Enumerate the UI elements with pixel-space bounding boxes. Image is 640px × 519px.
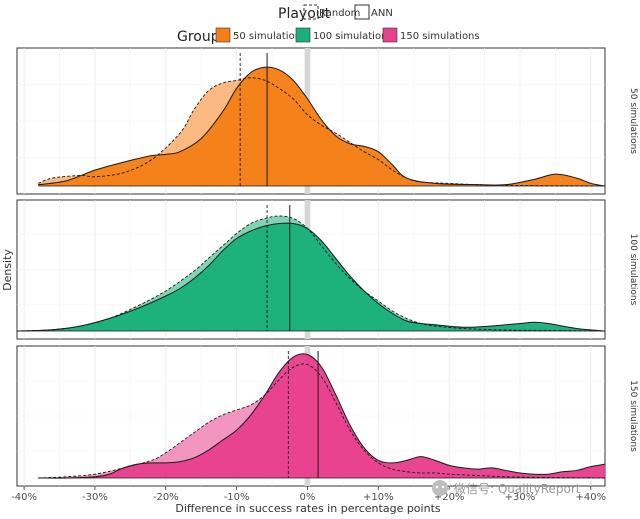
x-tick-label: 0% (300, 492, 316, 503)
watermark: 微信号: QualityReport (432, 480, 581, 496)
panel-100-simulations (16, 199, 606, 340)
x-tick-label: +40% (576, 492, 607, 503)
x-tick-label: +30% (505, 492, 536, 503)
x-tick-label: -40% (11, 492, 37, 503)
density-ann-area (38, 353, 605, 479)
x-tick-label: -10% (224, 492, 250, 503)
legend-ann-label: ANN (371, 8, 393, 19)
x-tick-label: -30% (82, 492, 108, 503)
strip-label-50: 50 simulations (628, 88, 638, 154)
legend-group-title: Group (177, 29, 220, 45)
legend: Playout Random ANN Group 50 simulations … (177, 4, 480, 45)
watermark-text: 微信号: QualityReport (454, 482, 581, 496)
legend-label-100: 100 simulations (313, 31, 393, 42)
strip-label-150: 150 simulations (628, 380, 638, 452)
x-axis-title: Difference in success rates in percentag… (175, 502, 441, 515)
density-ann-line (38, 353, 606, 479)
legend-label-50: 50 simulations (233, 31, 306, 42)
x-tick-label: +20% (434, 492, 465, 503)
density-random-line (16, 215, 606, 332)
legend-swatch-100 (295, 27, 311, 43)
y-axis-title: Density (1, 249, 14, 291)
density-random-line (38, 363, 606, 479)
legend-label-150: 150 simulations (400, 31, 480, 42)
strip-label-100: 100 simulations (628, 234, 638, 306)
density-ann-line (38, 66, 606, 187)
legend-ann-key (354, 4, 370, 20)
density-ann-area (38, 67, 605, 186)
panel-50-simulations (16, 47, 606, 195)
legend-random-label: Random (319, 8, 360, 19)
legend-swatch-50 (215, 27, 231, 43)
wechat-icon (432, 480, 448, 496)
x-tick-label: +10% (363, 492, 394, 503)
density-ann-area (17, 223, 605, 331)
legend-random-key (303, 4, 319, 20)
density-ann-line (16, 222, 606, 332)
x-axis: -40% -30% -20% -10% 0% +10% +20% +30% +40% (11, 486, 606, 503)
x-tick-label: -20% (153, 492, 179, 503)
panel-150-simulations (16, 345, 606, 487)
legend-swatch-150 (382, 27, 398, 43)
